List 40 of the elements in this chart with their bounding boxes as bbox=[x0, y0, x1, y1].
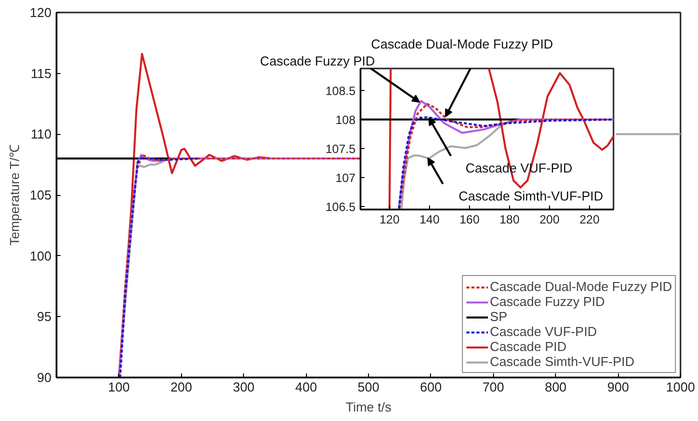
x-tick-label: 200 bbox=[539, 212, 560, 226]
y-tick-label: 115 bbox=[30, 66, 52, 81]
x-tick-label: 1000 bbox=[666, 380, 695, 394]
legend-label: Cascade PID bbox=[490, 339, 567, 354]
x-tick-label: 160 bbox=[459, 212, 480, 226]
x-tick-label: 140 bbox=[419, 212, 440, 226]
x-tick-label: 100 bbox=[108, 380, 130, 394]
y-tick-label: 120 bbox=[30, 5, 52, 20]
legend-label: Cascade VUF-PID bbox=[490, 324, 597, 339]
y-tick-label: 100 bbox=[30, 248, 52, 264]
x-tick-label: 600 bbox=[420, 380, 442, 394]
x-tick-label: 800 bbox=[544, 380, 567, 394]
x-tick-label: 180 bbox=[499, 212, 520, 226]
x-tick-label: 220 bbox=[579, 212, 600, 226]
y-tick-label: 105 bbox=[30, 188, 52, 202]
line-series bbox=[119, 158, 202, 378]
x-tick-label: 700 bbox=[482, 380, 504, 394]
y-tick-label: 106.5 bbox=[325, 200, 356, 214]
y-tick-label: 108.5 bbox=[325, 84, 356, 98]
x-tick-label: 400 bbox=[295, 380, 317, 394]
y-tick-label: 107.5 bbox=[325, 142, 356, 156]
y-tick-label: 95 bbox=[37, 309, 52, 324]
annotation: Cascade Dual-Mode Fuzzy PID bbox=[371, 36, 554, 52]
y-tick-label: 110 bbox=[30, 126, 52, 142]
y-tick-label: 90 bbox=[37, 370, 52, 385]
x-tick-label: 500 bbox=[358, 380, 380, 394]
legend-label: Cascade Simth-VUF-PID bbox=[490, 354, 634, 369]
annotation: Cascade Fuzzy PID bbox=[260, 54, 375, 68]
legend-label: Cascade Fuzzy PID bbox=[490, 294, 605, 309]
legend-label: SP bbox=[490, 309, 508, 324]
x-tick-label: 120 bbox=[379, 212, 400, 226]
x-tick-label: 200 bbox=[170, 380, 192, 394]
annotation: Cascade Simth-VUF-PID bbox=[458, 188, 604, 204]
x-tick-label: 900 bbox=[607, 380, 629, 394]
x-axis-title: Time t/s bbox=[346, 400, 392, 414]
y-axis-title: Temperature T/℃ bbox=[6, 144, 22, 246]
legend-label: Cascade Dual-Mode Fuzzy PID bbox=[490, 279, 672, 294]
y-tick-label: 108 bbox=[335, 113, 356, 128]
x-tick-label: 300 bbox=[232, 380, 255, 394]
y-tick-label: 107 bbox=[335, 171, 356, 186]
